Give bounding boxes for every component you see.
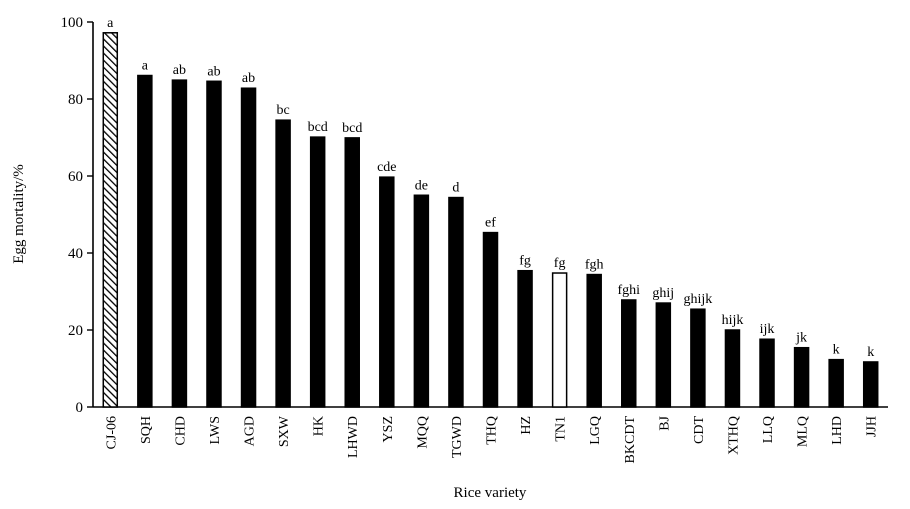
significance-label: ab xyxy=(242,71,255,86)
bar-hz xyxy=(517,269,533,408)
y-ticks: 0 20 40 60 80 100 xyxy=(61,15,93,416)
bar-chd xyxy=(171,79,188,408)
x-tick-label: YSZ xyxy=(381,416,396,442)
bar-lgq xyxy=(586,273,602,408)
bar-sqh xyxy=(137,74,153,408)
significance-label: fg xyxy=(519,254,531,269)
x-tick-label: HK xyxy=(312,416,327,436)
bar-lws xyxy=(206,80,222,408)
significance-label: hijk xyxy=(722,313,744,328)
x-tick-label: CDT xyxy=(692,416,707,444)
x-tick-label: BKCDT xyxy=(623,416,638,464)
significance-label: k xyxy=(867,345,874,360)
bar-lhwd xyxy=(344,137,360,408)
significance-label: k xyxy=(833,343,840,358)
bar-tn1 xyxy=(551,272,568,408)
bar-hk xyxy=(309,136,326,408)
y-tick-label: 60 xyxy=(68,169,83,185)
y-tick-label: 20 xyxy=(68,323,83,339)
x-tick-label: THQ xyxy=(485,416,500,445)
bar-jjh xyxy=(862,361,879,408)
bar-llq xyxy=(759,338,775,408)
x-axis-title: Rice variety xyxy=(454,485,527,501)
bar-sxw xyxy=(275,119,291,408)
significance-label: fgh xyxy=(585,258,604,273)
x-tick-label: MLQ xyxy=(796,416,811,447)
y-axis-title: Egg mortality/% xyxy=(11,164,27,264)
x-tick-label: CJ-06 xyxy=(104,416,119,449)
bar-xthq xyxy=(724,329,741,408)
significance-label: jk xyxy=(795,331,807,346)
bar-agd xyxy=(240,87,257,408)
significance-label: ghijk xyxy=(684,292,713,307)
bar-mlq xyxy=(793,346,810,408)
y-tick-label: 80 xyxy=(68,92,83,108)
bar-lhd xyxy=(828,358,844,408)
x-tick-label: MQQ xyxy=(415,416,430,449)
significance-label: a xyxy=(107,16,114,31)
x-tick-label: HZ xyxy=(519,416,534,435)
significance-label: fghi xyxy=(617,283,640,298)
significance-label: d xyxy=(452,181,459,196)
bar-bj xyxy=(655,302,672,408)
x-tick-label: XTHQ xyxy=(726,416,741,455)
bar-mqq xyxy=(413,194,430,408)
significance-label: ghij xyxy=(652,286,674,301)
significance-label: de xyxy=(415,178,428,193)
x-tick-label: LGQ xyxy=(588,416,603,445)
x-tick-label: SXW xyxy=(277,415,292,447)
x-tick-label: JJH xyxy=(865,416,880,437)
y-tick-label: 40 xyxy=(68,246,83,262)
x-tick-label: SQH xyxy=(139,416,154,444)
x-tick-label: CHD xyxy=(173,416,188,446)
bar-cdt xyxy=(690,308,706,408)
bar-cj-06 xyxy=(102,32,119,408)
bar-bkcdt xyxy=(621,299,637,408)
x-tick-label: LHWD xyxy=(346,416,361,458)
x-tick-label: LWS xyxy=(208,416,223,445)
significance-label: bc xyxy=(276,103,289,118)
x-tick-label: TGWD xyxy=(450,416,465,458)
significance-label: ab xyxy=(173,63,186,78)
x-tick-labels: CJ-06 SQH CHD LWS AGD SXW HK LHWD YSZ MQQ TGWD THQ H… xyxy=(104,415,879,463)
significance-label: ef xyxy=(485,216,496,231)
x-tick-label: BJ xyxy=(657,415,672,430)
significance-label: ab xyxy=(207,64,220,79)
bars xyxy=(102,32,879,408)
x-tick-label: TN1 xyxy=(554,416,569,442)
x-tick-label: LLQ xyxy=(761,416,776,443)
bar-thq xyxy=(482,231,499,408)
x-tick-label: LHD xyxy=(830,416,845,445)
significance-label: cde xyxy=(377,160,396,175)
significance-label: bcd xyxy=(308,120,328,135)
y-tick-label: 100 xyxy=(61,15,84,31)
x-tick-label: AGD xyxy=(243,416,258,446)
significance-label: bcd xyxy=(342,121,362,136)
significance-label: a xyxy=(142,59,149,74)
significance-label: fg xyxy=(554,256,566,271)
y-tick-label: 0 xyxy=(76,400,84,416)
significance-label: ijk xyxy=(760,322,775,337)
bar-tgwd xyxy=(448,196,464,408)
bar-ysz xyxy=(379,176,395,408)
